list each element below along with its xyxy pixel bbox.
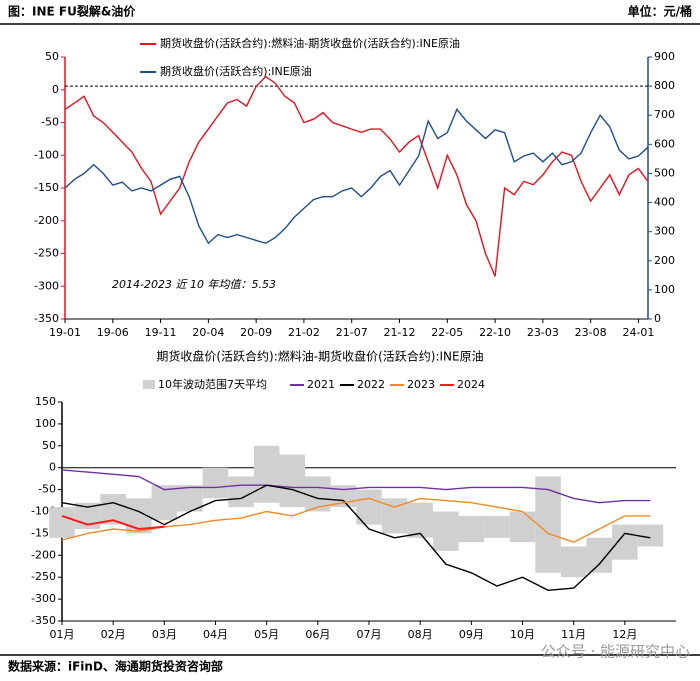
annotation: 2014-2023 近 10 年均值：5.53 xyxy=(112,278,276,291)
x-tick-label: 11月 xyxy=(561,628,586,641)
x-tick-label: 24-01 xyxy=(622,326,654,339)
y-tick-label: -300 xyxy=(34,279,59,292)
range-band xyxy=(202,467,229,499)
legend-swatch xyxy=(143,380,155,389)
range-band xyxy=(49,507,75,538)
y2-tick-label: 800 xyxy=(654,79,675,92)
x-tick-label: 05月 xyxy=(254,628,279,641)
y-tick-label: -250 xyxy=(31,570,56,583)
y2-tick-label: 0 xyxy=(654,312,661,325)
x-tick-label: 23-08 xyxy=(575,326,607,339)
y-tick-label: 100 xyxy=(35,417,56,430)
x-tick-label: 07月 xyxy=(357,628,382,641)
legend-label: 10年波动范围7天平均 xyxy=(158,377,267,391)
range-band xyxy=(484,515,510,538)
y2-tick-label: 400 xyxy=(654,196,675,209)
x-tick-label: 01月 xyxy=(50,628,75,641)
x-tick-label: 06月 xyxy=(305,628,330,641)
x-tick-label: 02月 xyxy=(101,628,126,641)
y2-tick-label: 700 xyxy=(654,108,675,121)
x-tick-label: 12月 xyxy=(612,628,637,641)
y-tick-label: -250 xyxy=(34,247,59,260)
y-tick-label: 150 xyxy=(35,395,56,408)
range-band xyxy=(279,454,306,508)
x-tick-label: 19-01 xyxy=(49,326,81,339)
range-band xyxy=(151,485,178,521)
y-tick-label: 0 xyxy=(49,461,56,474)
legend-label: 期货收盘价(活跃合约):INE原油 xyxy=(160,64,312,78)
x-tick-label: 08月 xyxy=(408,628,433,641)
range-band xyxy=(458,515,485,543)
range-band xyxy=(535,476,561,573)
watermark: 公众号 · 能源研究中心 xyxy=(541,643,690,661)
x-tick-label: 22-10 xyxy=(479,326,511,339)
header-title: 图：INE FU裂解&油价 xyxy=(8,4,136,19)
range-band xyxy=(612,524,638,560)
x-tick-label: 10月 xyxy=(510,628,535,641)
series-line xyxy=(61,469,651,504)
x-tick-label: 19-11 xyxy=(145,326,177,339)
legend-label: 期货收盘价(活跃合约):燃料油-期货收盘价(活跃合约):INE原油 xyxy=(160,36,460,50)
y-tick-label: -50 xyxy=(41,116,59,129)
footer-source: 数据来源：iFinD、海通期货投资咨询部 xyxy=(8,659,223,674)
header-unit: 单位：元/桶 xyxy=(628,4,692,19)
legend-label: 2022 xyxy=(357,378,385,391)
legend-label: 2021 xyxy=(307,378,335,391)
y-tick-label: 0 xyxy=(52,83,59,96)
x-tick-label: 19-06 xyxy=(97,326,129,339)
x-tick-label: 21-07 xyxy=(336,326,368,339)
range-band xyxy=(228,476,254,508)
x-tick-label: 21-12 xyxy=(384,326,416,339)
y-tick-label: -50 xyxy=(38,483,56,496)
y2-tick-label: 200 xyxy=(654,254,675,267)
y-tick-label: 50 xyxy=(45,50,59,63)
range-band xyxy=(509,511,536,543)
legend-label: 2023 xyxy=(407,378,435,391)
series-line xyxy=(64,108,649,245)
y-tick-label: -350 xyxy=(31,614,56,627)
y2-tick-label: 300 xyxy=(654,225,675,238)
chart-title: 期货收盘价(活跃合约):燃料油-期货收盘价(活跃合约):INE原油 xyxy=(156,349,483,364)
x-tick-label: 22-05 xyxy=(431,326,463,339)
series-line xyxy=(61,484,651,592)
y2-tick-label: 500 xyxy=(654,166,675,179)
series-line xyxy=(64,75,649,277)
y-tick-label: -350 xyxy=(34,312,59,325)
range-band xyxy=(560,546,587,578)
x-tick-label: 20-04 xyxy=(192,326,224,339)
x-tick-label: 09月 xyxy=(459,628,484,641)
y-tick-label: -100 xyxy=(34,148,59,161)
x-tick-label: 20-09 xyxy=(240,326,272,339)
range-band xyxy=(253,445,280,503)
y-tick-label: -300 xyxy=(31,592,56,605)
y2-tick-label: 100 xyxy=(654,283,675,296)
x-tick-label: 21-02 xyxy=(288,326,320,339)
y-tick-label: -200 xyxy=(34,214,59,227)
y-tick-label: 50 xyxy=(42,439,56,452)
range-band xyxy=(637,524,664,547)
y2-tick-label: 900 xyxy=(654,50,675,63)
range-band xyxy=(432,511,459,551)
series-line xyxy=(61,514,165,531)
x-tick-label: 23-03 xyxy=(527,326,559,339)
y-tick-label: -200 xyxy=(31,548,56,561)
x-tick-label: 03月 xyxy=(152,628,177,641)
range-band xyxy=(586,537,613,573)
legend-label: 2024 xyxy=(457,378,485,391)
y2-tick-label: 600 xyxy=(654,137,675,150)
y-tick-label: -150 xyxy=(34,181,59,194)
x-tick-label: 04月 xyxy=(203,628,228,641)
range-band xyxy=(407,502,433,538)
